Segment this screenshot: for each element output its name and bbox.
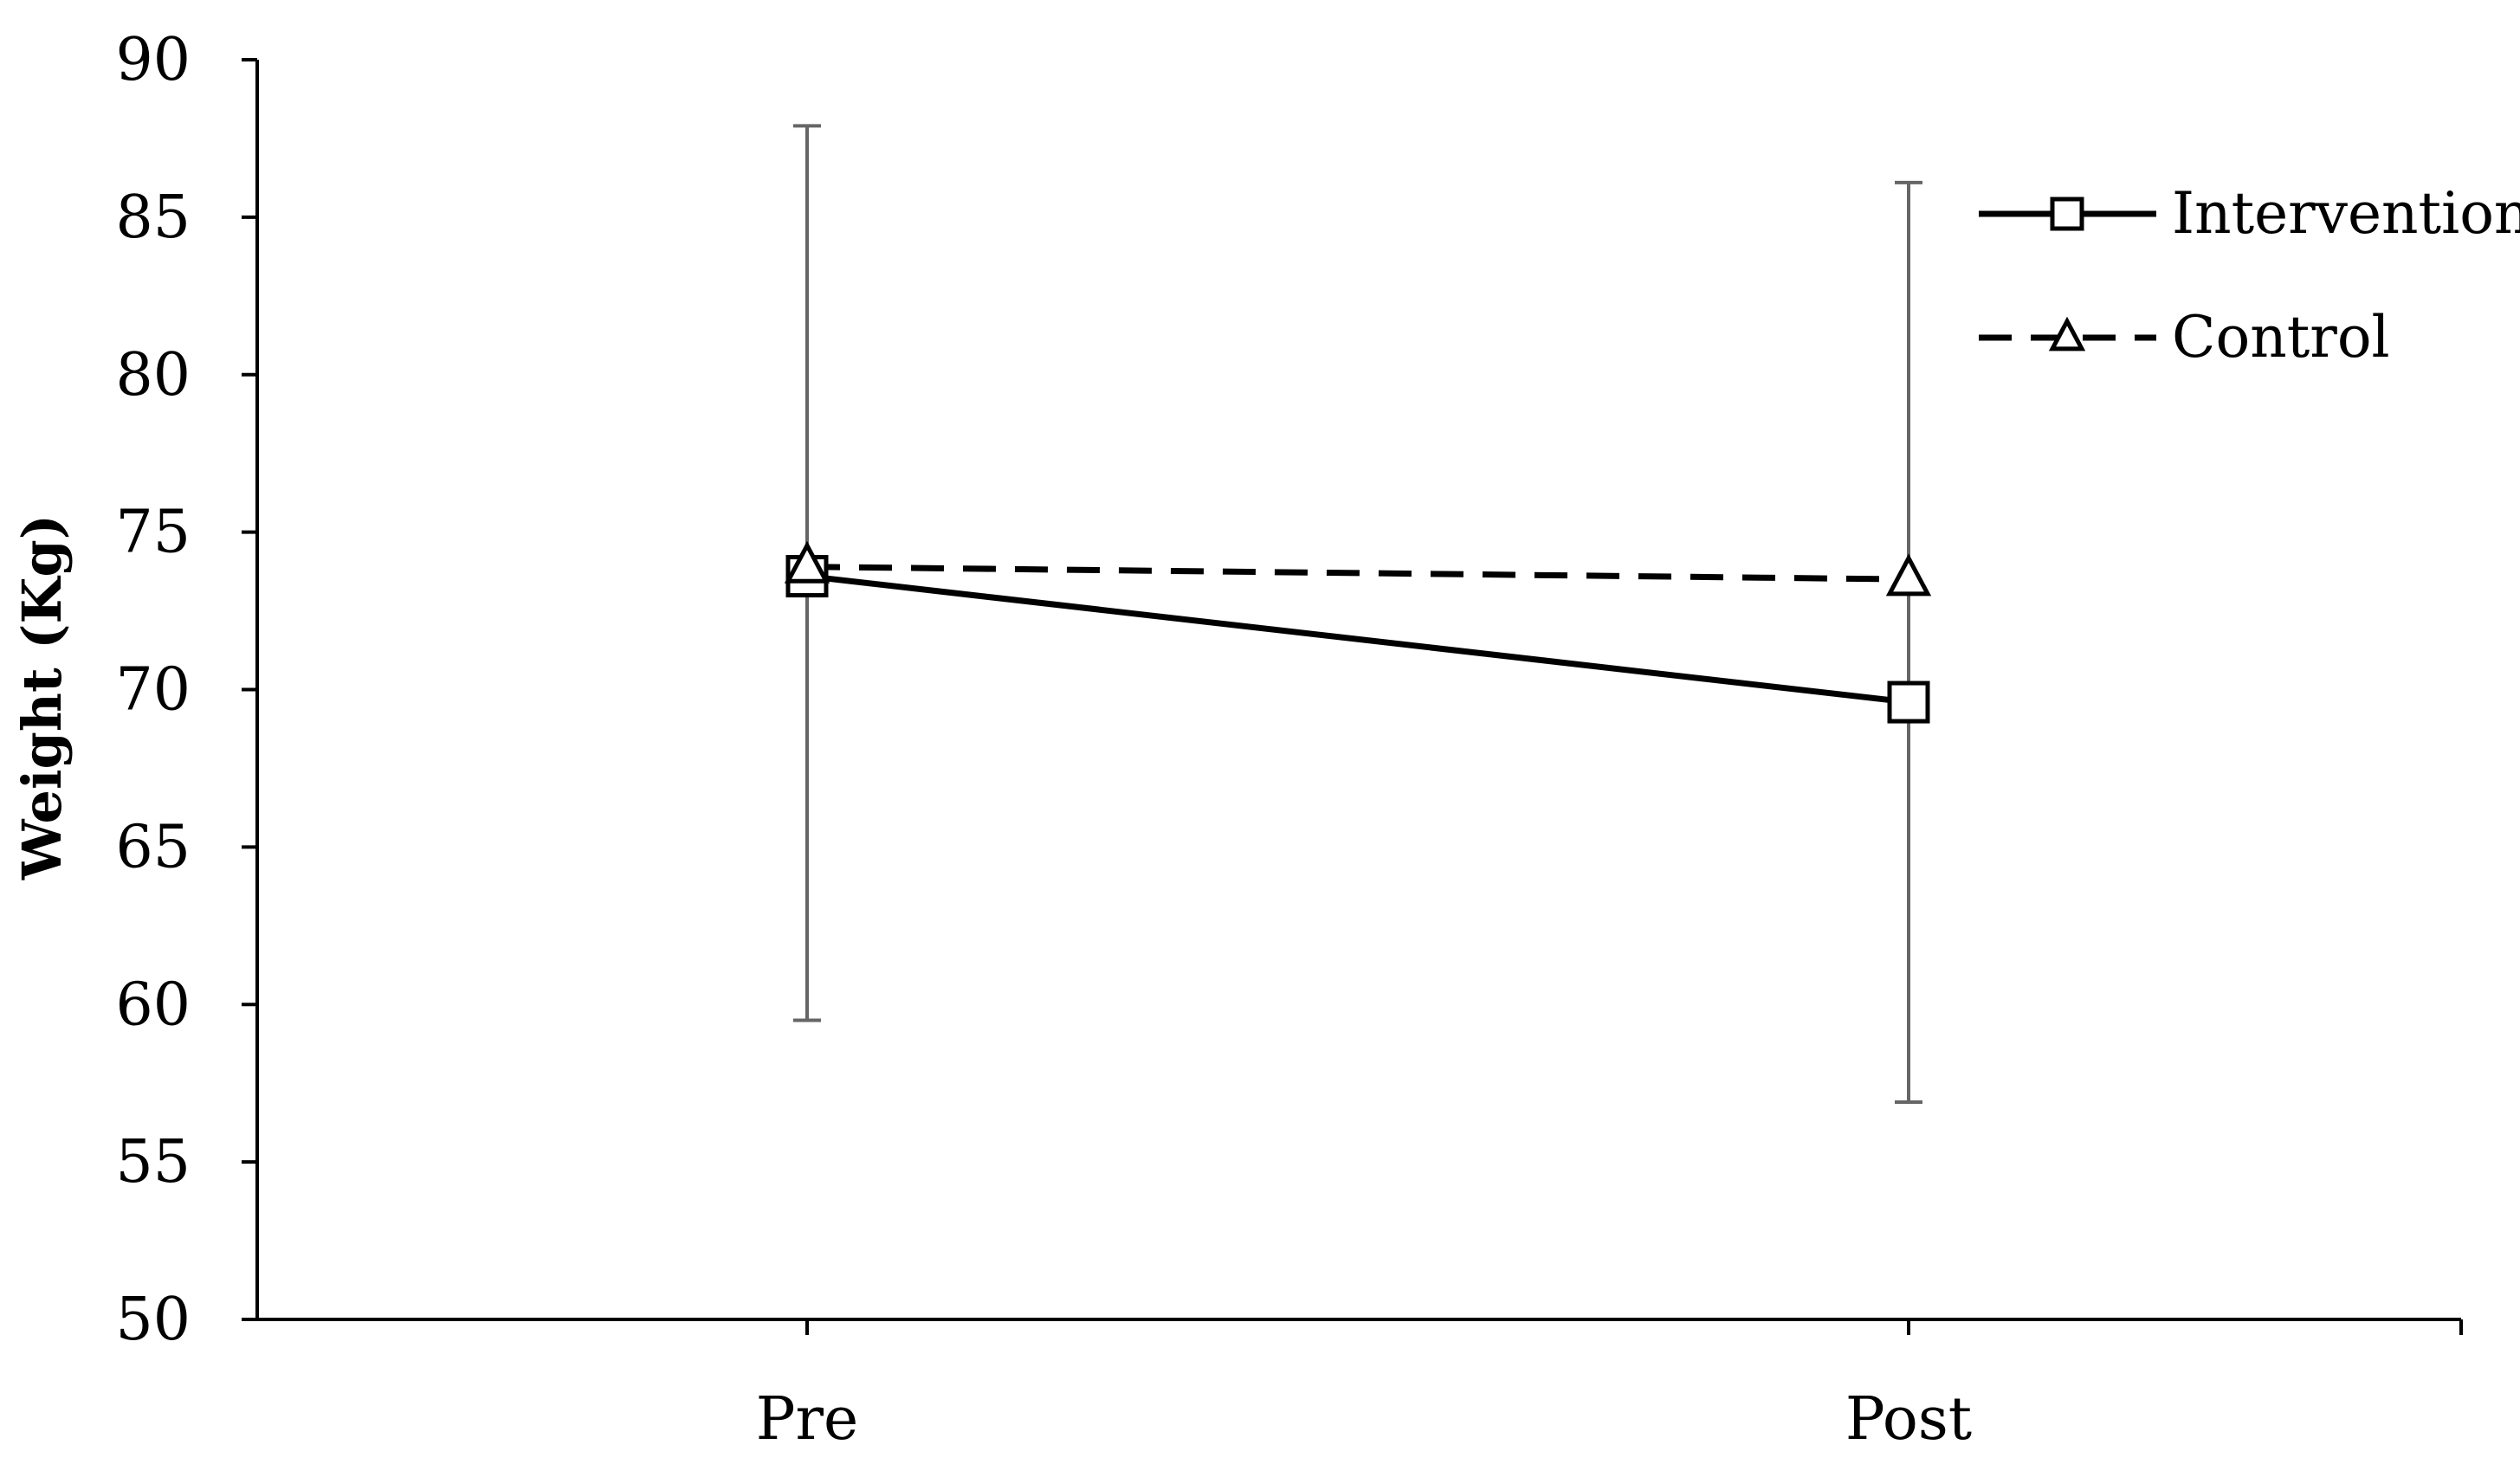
x-tick-label: Pre: [756, 1385, 859, 1454]
y-tick-label: 50: [115, 1286, 191, 1354]
series-line-intervention: [806, 573, 1909, 706]
legend-marker-intervention: [2050, 197, 2084, 231]
y-tick-label: 70: [115, 656, 191, 725]
legend-label-control: Control: [2172, 304, 2390, 371]
y-tick-label: 85: [115, 184, 191, 252]
data-point-control: [1885, 553, 1932, 597]
legend-label-intervention: Intervention: [2172, 180, 2520, 247]
error-bars: [793, 124, 1922, 1105]
legend-marker-control: [2048, 316, 2086, 351]
y-tick-label: 60: [115, 971, 191, 1039]
y-tick-label: 65: [115, 813, 191, 881]
legend: Intervention Control: [1979, 180, 2520, 371]
series-lines: [806, 564, 1909, 706]
x-tick-label: Post: [1845, 1385, 1972, 1454]
y-tick-label: 55: [115, 1128, 191, 1196]
y-tick-label: 80: [115, 341, 191, 410]
y-tick-label: 75: [115, 499, 191, 567]
y-tick-label: 90: [115, 26, 191, 94]
axes: 50 55 60 65 70 75 80 85 90 Pre Post: [115, 26, 2463, 1454]
data-point-intervention: [1887, 680, 1930, 724]
series-markers: [784, 540, 1932, 724]
data-point-control: [784, 540, 830, 584]
y-axis-title: Weight (Kg): [10, 514, 74, 880]
series-line-control: [806, 564, 1909, 583]
